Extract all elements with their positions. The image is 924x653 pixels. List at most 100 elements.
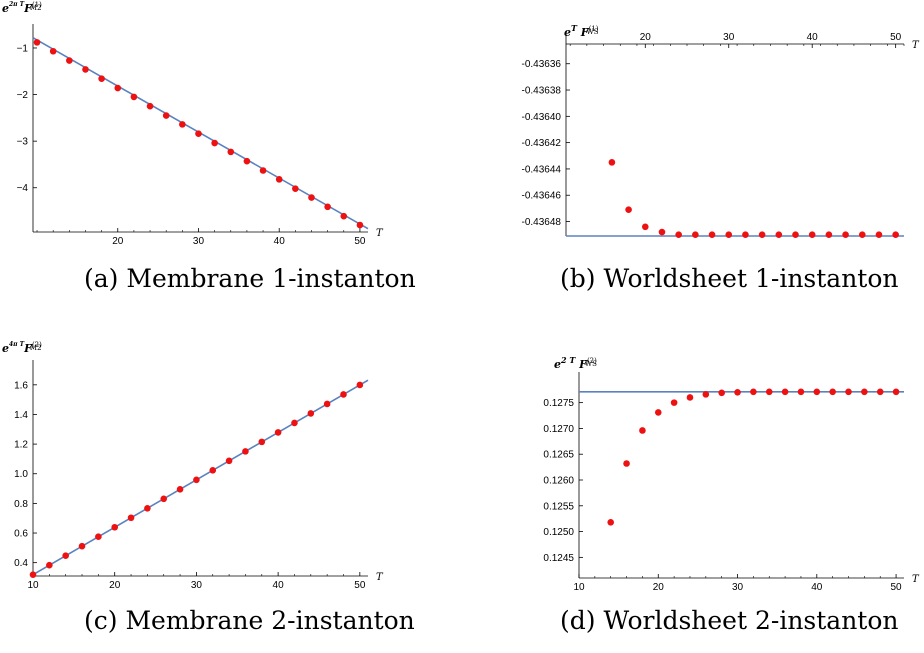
data-point bbox=[708, 231, 716, 238]
data-point bbox=[842, 231, 849, 238]
x-tick-label: 30 bbox=[723, 32, 735, 43]
data-point bbox=[892, 231, 899, 238]
y-tick-label: 0.1275 bbox=[543, 398, 574, 409]
data-point bbox=[340, 212, 348, 220]
data-point bbox=[259, 167, 267, 174]
x-tick-label: 10 bbox=[573, 582, 585, 593]
data-point bbox=[242, 448, 249, 455]
data-point bbox=[734, 389, 741, 396]
data-point bbox=[114, 84, 122, 92]
y-tick-label: −4 bbox=[17, 183, 29, 194]
data-point bbox=[144, 504, 151, 512]
y-tick-label: -0.43646 bbox=[522, 191, 562, 202]
y-tick-label: -0.43644 bbox=[522, 164, 562, 175]
chart-panel-b: 20 30 40 50 -0.43636 -0.43638 -0.43640 -0.43642… bbox=[462, 0, 924, 300]
x-tick-label: 30 bbox=[732, 582, 744, 593]
y-tick-label: 0.1270 bbox=[543, 424, 574, 435]
y-tick-label: −2 bbox=[17, 90, 29, 101]
x-tick-label: 50 bbox=[891, 582, 903, 593]
chart-d: 10 20 30 40 50 0.1245 0.1250 0.1255 0.1260 0.1265… bbox=[543, 355, 920, 593]
y-axis-label: eT F(1)WS bbox=[564, 23, 599, 39]
x-tick-label: 50 bbox=[890, 32, 902, 43]
data-point bbox=[33, 39, 41, 46]
data-point bbox=[675, 231, 682, 238]
caption-b: (b) Worldsheet 1-instanton bbox=[560, 264, 899, 293]
data-point bbox=[765, 388, 773, 396]
x-axis-name: T bbox=[376, 228, 384, 239]
data-point bbox=[274, 429, 282, 436]
data-point bbox=[127, 514, 135, 522]
y-tick-label: 1.0 bbox=[14, 469, 28, 480]
data-point bbox=[82, 66, 89, 73]
data-point bbox=[808, 231, 816, 238]
data-point bbox=[750, 388, 757, 396]
data-point bbox=[291, 419, 298, 427]
y-tick-label: 1.2 bbox=[14, 440, 28, 451]
y-tick-label: 0.1250 bbox=[543, 527, 574, 538]
data-point bbox=[160, 495, 168, 503]
data-point bbox=[876, 388, 884, 396]
data-point bbox=[130, 93, 138, 101]
data-point bbox=[356, 381, 364, 389]
data-point bbox=[641, 223, 649, 231]
caption-c: (c) Membrane 2-instanton bbox=[84, 606, 415, 635]
chart-b: 20 30 40 50 -0.43636 -0.43638 -0.43640 -0.43642… bbox=[522, 23, 920, 238]
y-axis-label: e2 T F(2)WS bbox=[554, 355, 597, 371]
data-point bbox=[813, 388, 821, 396]
data-point bbox=[98, 75, 105, 83]
y-tick-label: 0.1245 bbox=[543, 553, 574, 564]
data-point bbox=[797, 388, 805, 396]
data-point bbox=[875, 231, 883, 238]
x-axis-name: T bbox=[376, 572, 384, 583]
data-point bbox=[62, 552, 69, 559]
y-tick-label: 1.6 bbox=[14, 380, 28, 391]
data-point bbox=[243, 157, 251, 165]
data-point bbox=[176, 486, 184, 493]
x-tick-label: 40 bbox=[274, 236, 286, 247]
data-point bbox=[702, 391, 710, 398]
y-axis-label: e2π TF(1)M2 bbox=[2, 1, 42, 15]
y-tick-label: -0.43638 bbox=[522, 86, 562, 97]
y-tick-label: 0.8 bbox=[14, 499, 28, 510]
data-point bbox=[49, 47, 57, 55]
data-point bbox=[146, 102, 154, 110]
data-point bbox=[209, 467, 217, 474]
x-tick-label: 30 bbox=[193, 236, 205, 247]
caption-d: (d) Worldsheet 2-instanton bbox=[560, 606, 899, 635]
x-tick-label: 20 bbox=[112, 236, 124, 247]
x-tick-label: 20 bbox=[653, 582, 665, 593]
y-tick-label: −3 bbox=[17, 137, 29, 148]
data-point bbox=[607, 518, 615, 526]
x-tick-label: 50 bbox=[354, 580, 366, 591]
data-point bbox=[658, 228, 666, 236]
data-point bbox=[111, 523, 119, 531]
x-tick-label: 40 bbox=[273, 580, 285, 591]
data-point bbox=[858, 231, 866, 238]
data-point bbox=[275, 176, 283, 183]
data-point bbox=[718, 389, 725, 397]
data-point bbox=[78, 542, 86, 550]
y-tick-label: −1 bbox=[17, 43, 29, 54]
y-tick-label: -0.43642 bbox=[522, 138, 562, 149]
data-point bbox=[308, 194, 315, 201]
data-point bbox=[825, 231, 833, 238]
data-point bbox=[227, 148, 235, 156]
data-point bbox=[608, 159, 616, 166]
data-point bbox=[323, 400, 331, 408]
data-point bbox=[66, 57, 73, 64]
data-point bbox=[292, 185, 299, 192]
data-point bbox=[845, 388, 852, 396]
x-tick-label: 40 bbox=[807, 32, 819, 43]
data-point bbox=[725, 231, 733, 238]
data-point bbox=[356, 221, 364, 229]
y-tick-label: -0.43636 bbox=[522, 59, 562, 70]
data-point bbox=[792, 231, 799, 238]
x-axis-name: T bbox=[912, 40, 920, 51]
x-tick-label: 30 bbox=[191, 580, 203, 591]
data-point bbox=[195, 130, 202, 137]
y-tick-label: 0.1255 bbox=[543, 501, 574, 512]
y-tick-label: 0.1265 bbox=[543, 450, 574, 461]
